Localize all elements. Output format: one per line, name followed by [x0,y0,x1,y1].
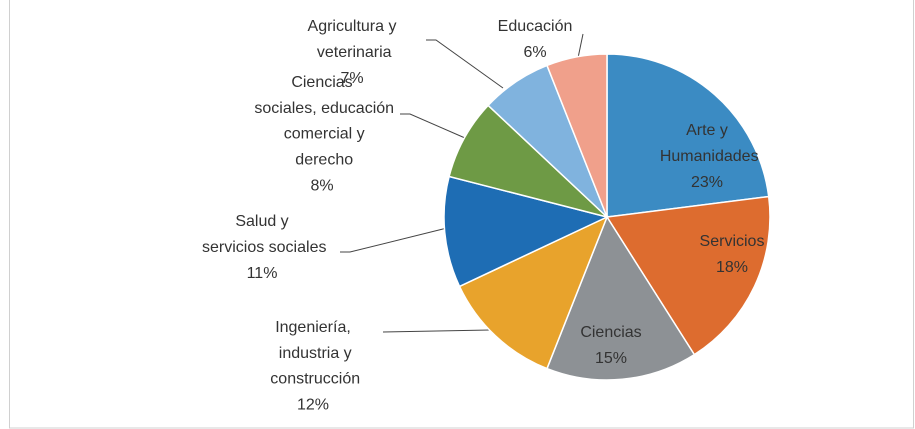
value-label: 8% [310,177,333,194]
pie-slice [546,53,608,218]
category-label-line: Agricultura y [308,18,397,35]
category-label-line: construcción [266,371,360,388]
leader-line [382,329,491,333]
pie-slice [605,195,771,356]
value-label: 23% [691,174,723,191]
value-label: 7% [340,70,363,87]
category-label-line: Ciencias [291,74,352,91]
category-label-line: derecho [291,152,353,169]
category-label: Ciencias sociales, educación comercial y… [250,74,394,168]
category-label: Ingeniería, industria y construcción [266,319,360,388]
category-label-line: Arte y [686,122,728,139]
leader-line [340,227,448,253]
category-label-line: Educación [498,18,573,35]
category-label-line: servicios sociales [198,239,327,256]
category-label-line: Ingeniería, [275,319,351,336]
value-label: 18% [716,259,748,276]
leader-line [577,33,584,59]
category-label-line: Ciencias [580,324,641,341]
category-label-line: Servicios [700,233,765,250]
category-label: Arte y Humanidades [655,122,758,165]
category-label-line: Humanidades [655,148,758,165]
category-label: Educación [498,18,573,35]
category-label: Servicios [700,233,765,250]
category-label: Agricultura y veterinaria [308,18,397,61]
category-label-line: veterinaria [312,44,391,61]
value-label: 11% [247,265,278,282]
category-label-line: sociales, educación [250,100,394,117]
pie-slice [458,215,609,370]
category-label-line: Salud y [235,213,288,230]
category-label: Salud y servicios sociales [198,213,327,256]
pie-slice [443,175,610,288]
category-label-line: comercial y [279,126,364,143]
pie-slice [546,215,696,381]
value-label: 12% [297,397,329,414]
leader-line [426,39,504,89]
pie-slice [606,53,770,218]
category-label: Ciencias [580,324,641,341]
category-label-line: industria y [274,345,351,362]
leader-line [400,113,466,139]
value-label: 15% [595,350,627,367]
value-label: 6% [523,44,546,61]
